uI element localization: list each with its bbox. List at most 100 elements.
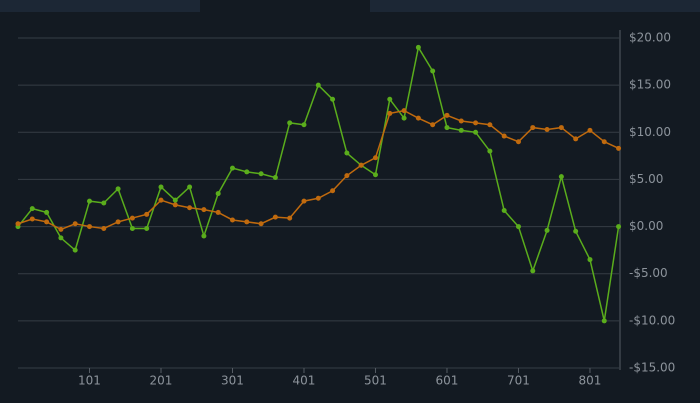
point (458, 127, 464, 133)
y-tick-label: -$10.00 (629, 313, 675, 327)
point (72, 247, 78, 253)
y-tick-label: $5.00 (629, 172, 663, 186)
point (144, 225, 150, 231)
point (372, 172, 378, 178)
point (115, 219, 121, 225)
point (330, 96, 336, 102)
point (344, 173, 350, 179)
point (430, 122, 436, 128)
point (244, 219, 250, 225)
point (129, 215, 135, 221)
point (72, 221, 78, 227)
point (44, 209, 50, 215)
point (215, 191, 221, 197)
point (301, 198, 307, 204)
point (215, 209, 221, 215)
point (86, 224, 92, 230)
point (229, 217, 235, 223)
point (229, 165, 235, 171)
point (201, 233, 207, 239)
point (415, 115, 421, 121)
point (301, 122, 307, 128)
point (258, 221, 264, 227)
point (144, 211, 150, 217)
point (129, 225, 135, 231)
point (587, 257, 593, 263)
point (372, 155, 378, 161)
point (44, 219, 50, 225)
point (544, 126, 550, 132)
x-tick-label: 601 (436, 374, 459, 388)
point (616, 224, 622, 230)
point (387, 110, 393, 116)
x-tick-label: 301 (221, 374, 244, 388)
point (287, 120, 293, 126)
point (115, 186, 121, 192)
point (101, 225, 107, 231)
point (573, 228, 579, 234)
point (401, 115, 407, 121)
point (458, 118, 464, 124)
point (387, 96, 393, 102)
y-tick-label: -$15.00 (629, 361, 675, 375)
x-tick-label: 201 (150, 374, 173, 388)
tab[interactable] (0, 0, 200, 12)
point (515, 139, 521, 145)
point (330, 188, 336, 194)
point (558, 125, 564, 131)
point (201, 207, 207, 213)
point (158, 197, 164, 203)
point (258, 171, 264, 177)
y-tick-label: $10.00 (629, 125, 671, 139)
y-tick-label: -$5.00 (629, 266, 668, 280)
point (501, 133, 507, 139)
point (187, 205, 193, 211)
point (544, 227, 550, 233)
point (58, 235, 64, 241)
x-tick-label: 801 (579, 374, 602, 388)
point (15, 221, 21, 227)
point (172, 197, 178, 203)
y-tick-label: $20.00 (629, 31, 671, 45)
point (58, 226, 64, 232)
point (344, 150, 350, 156)
point (487, 122, 493, 128)
point (315, 82, 321, 88)
point (244, 169, 250, 175)
x-tick-label: 501 (364, 374, 387, 388)
point (272, 214, 278, 220)
point (501, 208, 507, 214)
point (587, 127, 593, 133)
point (601, 318, 607, 324)
point (287, 215, 293, 221)
point (444, 125, 450, 131)
x-tick-label: 101 (78, 374, 101, 388)
point (315, 195, 321, 201)
y-tick-label: $0.00 (629, 219, 663, 233)
point (558, 174, 564, 180)
point (530, 268, 536, 274)
y-tick-label: $15.00 (629, 78, 671, 92)
x-tick-label: 401 (293, 374, 316, 388)
point (158, 184, 164, 190)
point (272, 175, 278, 181)
point (187, 184, 193, 190)
tab[interactable] (370, 0, 700, 12)
point (29, 216, 35, 222)
point (616, 145, 622, 151)
point (473, 129, 479, 135)
point (415, 44, 421, 50)
x-tick-label: 701 (507, 374, 530, 388)
point (444, 112, 450, 118)
point (601, 139, 607, 145)
point (101, 200, 107, 206)
point (358, 162, 364, 168)
point (401, 108, 407, 114)
point (473, 120, 479, 126)
point (487, 148, 493, 154)
point (573, 136, 579, 142)
point (515, 224, 521, 230)
